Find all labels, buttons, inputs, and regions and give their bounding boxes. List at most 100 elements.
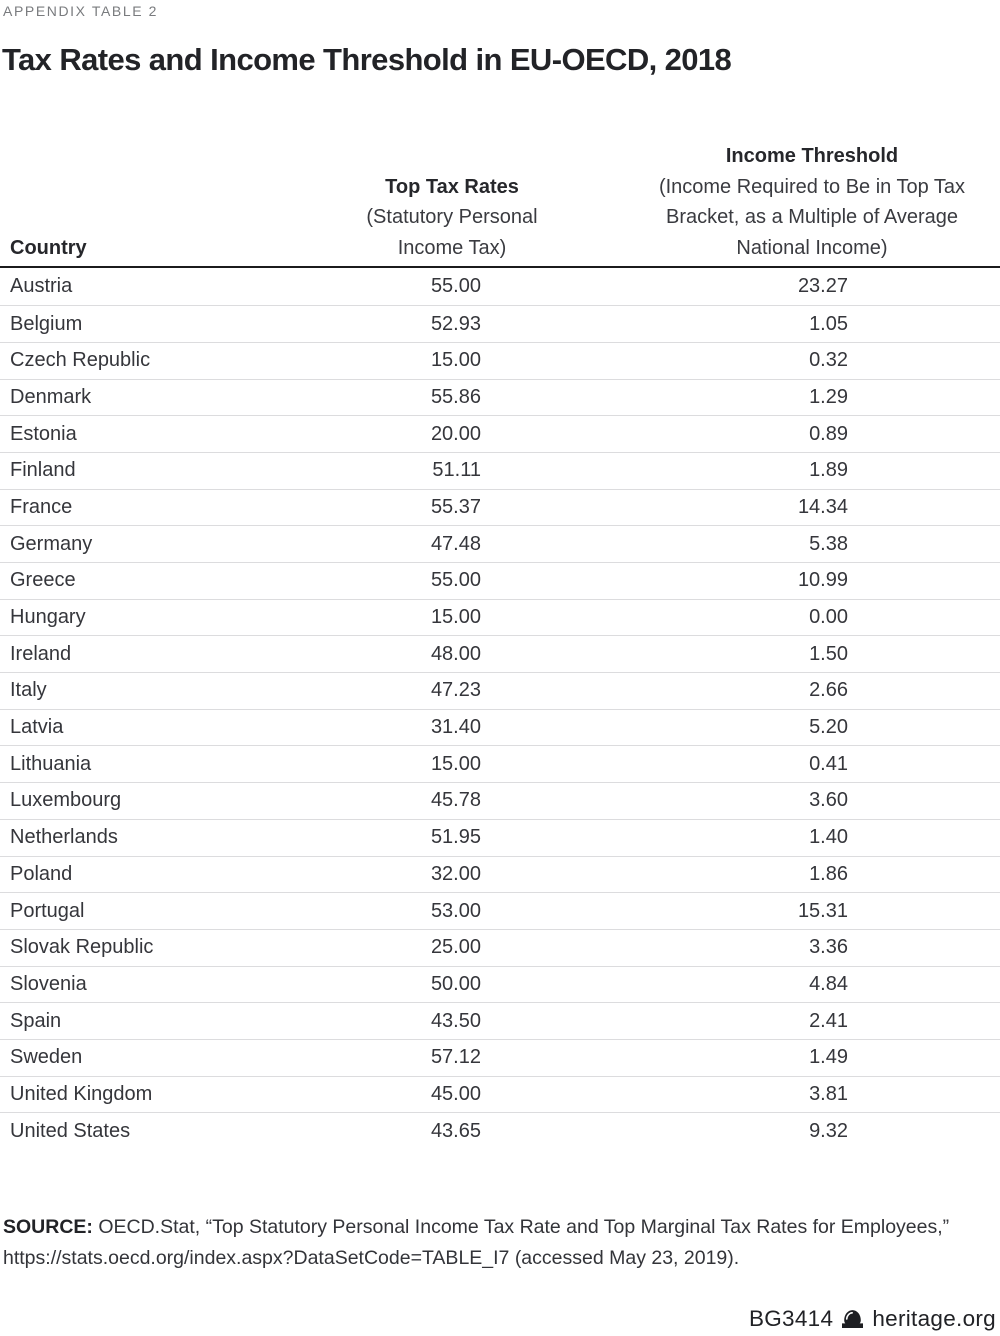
table-row: Spain 43.50 2.41 (0, 1002, 1000, 1039)
column-header-income-threshold-sublabel: (Income Required to Be in Top Tax Bracke… (658, 175, 966, 259)
top-tax-rate-cell: 47.23 (430, 679, 481, 702)
country-cell: Slovenia (10, 972, 87, 995)
income-threshold-cell: 3.81 (809, 1082, 848, 1105)
country-cell: Portugal (10, 899, 85, 922)
country-cell: Spain (10, 1009, 62, 1032)
table-row: Latvia 31.40 5.20 (0, 708, 1000, 746)
column-header-top-tax-rates-label: Top Tax Rates (385, 175, 519, 198)
country-cell: Luxembourg (10, 789, 122, 812)
table-row: France 55.37 14.34 (0, 488, 1000, 526)
country-cell: Austria (10, 275, 73, 298)
table-kicker: APPENDIX TABLE 2 (3, 3, 159, 19)
table-row: Denmark 55.86 1.29 (0, 378, 1000, 416)
table-row: Germany 47.48 5.38 (0, 525, 1000, 562)
income-threshold-cell: 10.99 (797, 569, 848, 592)
income-threshold-cell: 2.41 (809, 1009, 848, 1032)
country-cell: United Kingdom (10, 1082, 153, 1105)
income-threshold-cell: 0.32 (809, 349, 848, 372)
income-threshold-cell: 1.05 (809, 312, 848, 335)
top-tax-rate-cell: 31.40 (430, 716, 481, 739)
top-tax-rate-cell: 52.93 (430, 312, 481, 335)
income-threshold-cell: 1.50 (809, 642, 848, 665)
income-threshold-cell: 5.38 (809, 532, 848, 555)
top-tax-rate-cell: 51.95 (430, 826, 481, 849)
country-cell: Denmark (10, 385, 92, 408)
income-threshold-cell: 9.32 (809, 1119, 848, 1142)
country-cell: United States (10, 1119, 131, 1142)
footer-report-code: BG3414 (748, 1306, 834, 1331)
country-cell: Latvia (10, 716, 64, 739)
top-tax-rate-cell: 55.00 (430, 275, 481, 298)
table-row: Netherlands 51.95 1.40 (0, 818, 1000, 856)
income-threshold-cell: 1.29 (809, 385, 848, 408)
top-tax-rate-cell: 15.00 (430, 349, 481, 372)
income-threshold-cell: 2.66 (809, 679, 848, 702)
top-tax-rate-cell: 25.00 (430, 936, 481, 959)
country-cell: Lithuania (10, 752, 92, 775)
top-tax-rate-cell: 51.11 (432, 459, 481, 482)
table-row: Italy 47.23 2.66 (0, 672, 1000, 709)
country-cell: Poland (10, 862, 73, 885)
table-row: Belgium 52.93 1.05 (0, 305, 1000, 342)
country-cell: Hungary (10, 606, 86, 629)
country-cell: Czech Republic (10, 349, 151, 372)
country-cell: Germany (10, 532, 93, 555)
table-row: Austria 55.00 23.27 (0, 269, 1000, 306)
source-label: SOURCE: (3, 1216, 93, 1238)
top-tax-rate-cell: 50.00 (430, 972, 481, 995)
column-header-top-tax-rates: Top Tax Rates (Statutory Personal Income… (300, 172, 604, 264)
top-tax-rate-cell: 45.00 (430, 1082, 481, 1105)
column-header-country-label: Country (10, 236, 87, 259)
footer: BG3414 heritage.org (749, 1306, 996, 1332)
country-cell: France (10, 495, 73, 518)
column-header-top-tax-rates-sublabel: (Statutory Personal Income Tax) (366, 206, 538, 259)
income-threshold-cell: 5.20 (809, 716, 848, 739)
table-row: Slovak Republic 25.00 3.36 (0, 928, 1000, 966)
table-row: Greece 55.00 10.99 (0, 562, 1000, 599)
country-cell: Finland (10, 459, 76, 482)
income-threshold-cell: 3.60 (809, 789, 848, 812)
table-row: Czech Republic 15.00 0.32 (0, 341, 1000, 379)
top-tax-rate-cell: 55.86 (430, 385, 481, 408)
top-tax-rate-cell: 15.00 (430, 752, 481, 775)
top-tax-rate-cell: 55.37 (430, 495, 481, 518)
top-tax-rate-cell: 53.00 (430, 899, 481, 922)
country-cell: Italy (10, 679, 47, 702)
income-threshold-cell: 3.36 (809, 936, 848, 959)
country-cell: Sweden (10, 1046, 83, 1069)
country-cell: Belgium (10, 312, 83, 335)
table-row: United States 43.65 9.32 (0, 1112, 1000, 1149)
liberty-bell-icon (842, 1309, 864, 1329)
top-tax-rate-cell: 57.12 (430, 1046, 481, 1069)
source-text: OECD.Stat, “Top Statutory Personal Incom… (3, 1216, 950, 1269)
country-cell: Slovak Republic (10, 936, 154, 959)
table-rows: Austria 55.00 23.27 Belgium 52.93 1.05 Czech R… (0, 269, 1000, 1150)
table-row: Poland 32.00 1.86 (0, 855, 1000, 893)
income-threshold-cell: 0.00 (809, 606, 848, 629)
income-threshold-cell: 1.86 (809, 862, 848, 885)
page-title: Tax Rates and Income Threshold in EU-OEC… (2, 42, 732, 77)
top-tax-rate-cell: 48.00 (430, 642, 481, 665)
table-row: Portugal 53.00 15.31 (0, 892, 1000, 929)
top-tax-rate-cell: 20.00 (430, 422, 481, 445)
top-tax-rate-cell: 43.50 (430, 1009, 481, 1032)
country-cell: Estonia (10, 422, 77, 445)
income-threshold-cell: 15.31 (797, 899, 848, 922)
income-threshold-cell: 1.40 (809, 826, 848, 849)
country-cell: Ireland (10, 642, 72, 665)
top-tax-rate-cell: 43.65 (430, 1119, 481, 1142)
country-cell: Netherlands (10, 826, 118, 849)
income-threshold-cell: 1.49 (809, 1046, 848, 1069)
table-row: Lithuania 15.00 0.41 (0, 745, 1000, 782)
income-threshold-cell: 0.41 (809, 752, 848, 775)
source-note: SOURCE: OECD.Stat, “Top Statutory Person… (3, 1212, 968, 1274)
table-header: Country Top Tax Rates (Statutory Persona… (0, 141, 1000, 268)
table-row: Sweden 57.12 1.49 (0, 1038, 1000, 1076)
income-threshold-cell: 14.34 (797, 495, 848, 518)
income-threshold-cell: 1.89 (809, 459, 848, 482)
table-row: Estonia 20.00 0.89 (0, 415, 1000, 452)
top-tax-rate-cell: 47.48 (430, 532, 481, 555)
table-row: Ireland 48.00 1.50 (0, 635, 1000, 672)
top-tax-rate-cell: 15.00 (430, 606, 481, 629)
